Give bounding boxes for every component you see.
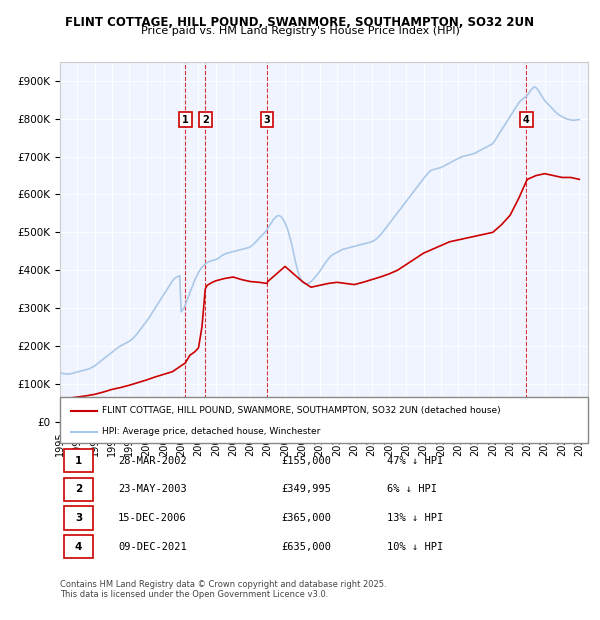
Text: 1: 1	[182, 115, 189, 125]
FancyBboxPatch shape	[64, 449, 93, 472]
Text: 4: 4	[75, 542, 82, 552]
Text: 09-DEC-2021: 09-DEC-2021	[118, 542, 187, 552]
Text: £349,995: £349,995	[282, 484, 332, 494]
Text: 3: 3	[75, 513, 82, 523]
Text: 1: 1	[75, 456, 82, 466]
Text: 23-MAY-2003: 23-MAY-2003	[118, 484, 187, 494]
Text: 2: 2	[202, 115, 209, 125]
Text: 4: 4	[523, 115, 530, 125]
Text: Price paid vs. HM Land Registry's House Price Index (HPI): Price paid vs. HM Land Registry's House …	[140, 26, 460, 36]
Text: 15-DEC-2006: 15-DEC-2006	[118, 513, 187, 523]
Text: 3: 3	[263, 115, 271, 125]
Text: FLINT COTTAGE, HILL POUND, SWANMORE, SOUTHAMPTON, SO32 2UN (detached house): FLINT COTTAGE, HILL POUND, SWANMORE, SOU…	[102, 406, 501, 415]
FancyBboxPatch shape	[60, 397, 588, 443]
Text: 13% ↓ HPI: 13% ↓ HPI	[388, 513, 443, 523]
Text: £365,000: £365,000	[282, 513, 332, 523]
Text: £155,000: £155,000	[282, 456, 332, 466]
Text: 6% ↓ HPI: 6% ↓ HPI	[388, 484, 437, 494]
FancyBboxPatch shape	[64, 507, 93, 529]
Text: HPI: Average price, detached house, Winchester: HPI: Average price, detached house, Winc…	[102, 427, 320, 436]
Text: 10% ↓ HPI: 10% ↓ HPI	[388, 542, 443, 552]
Text: 47% ↓ HPI: 47% ↓ HPI	[388, 456, 443, 466]
Text: 2: 2	[75, 484, 82, 494]
Text: FLINT COTTAGE, HILL POUND, SWANMORE, SOUTHAMPTON, SO32 2UN: FLINT COTTAGE, HILL POUND, SWANMORE, SOU…	[65, 16, 535, 29]
Text: £635,000: £635,000	[282, 542, 332, 552]
Text: Contains HM Land Registry data © Crown copyright and database right 2025.
This d: Contains HM Land Registry data © Crown c…	[60, 580, 386, 599]
Text: 28-MAR-2002: 28-MAR-2002	[118, 456, 187, 466]
FancyBboxPatch shape	[64, 535, 93, 559]
FancyBboxPatch shape	[64, 477, 93, 501]
